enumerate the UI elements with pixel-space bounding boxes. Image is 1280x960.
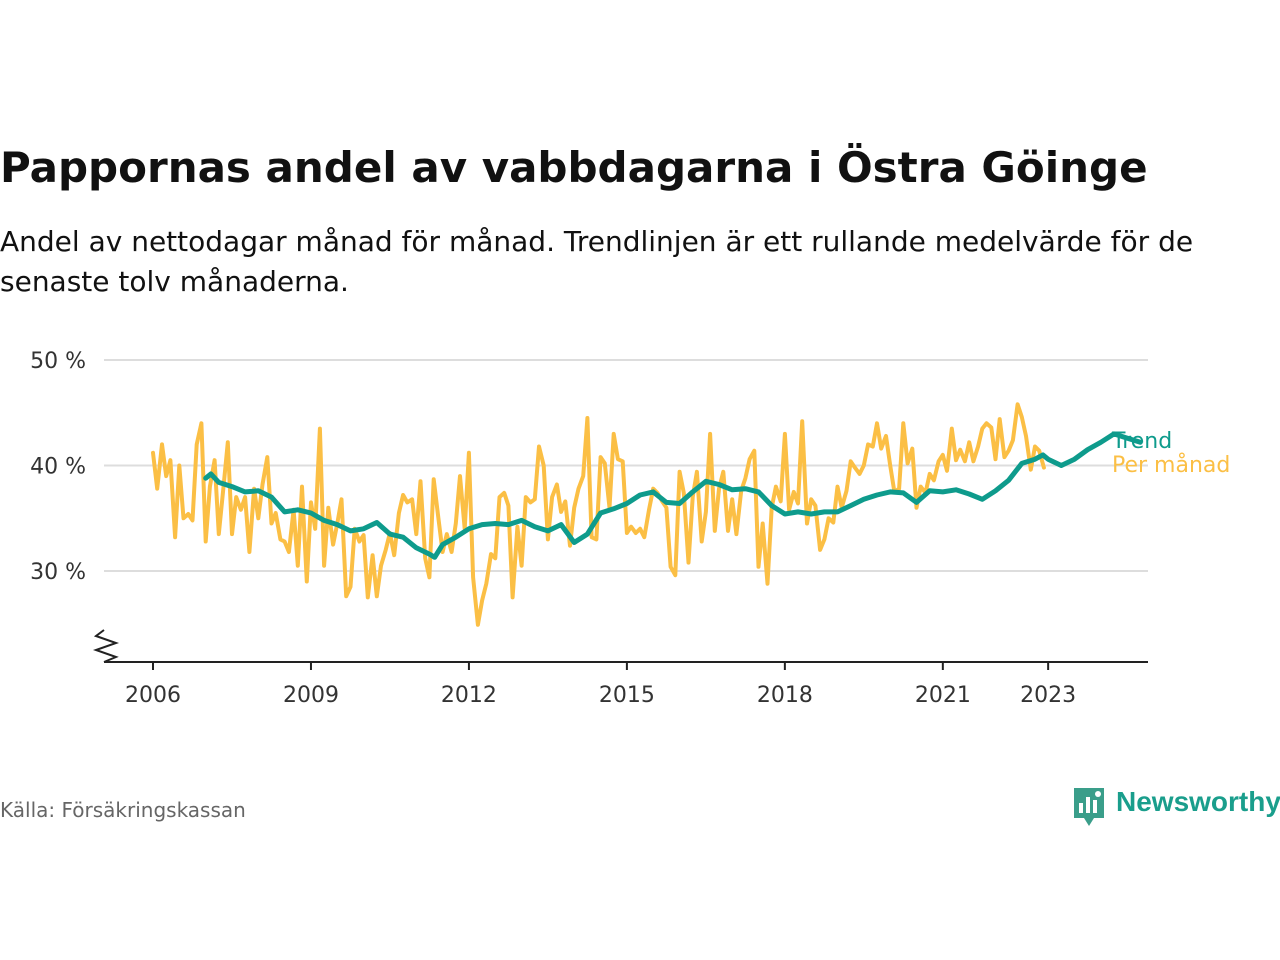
newsworthy-logo-icon	[1074, 788, 1104, 826]
tick-labels: 30 % 40 % 50 % 2006 2009 2012 2015 2018 2021 2023…	[30, 349, 1230, 708]
x-tick-label: 2006	[125, 683, 181, 708]
y-tick-label: 30 %	[30, 560, 86, 585]
chart-subtitle: Andel av nettodagar månad för månad. Tre…	[0, 225, 1194, 298]
x-tick-label: 2015	[599, 683, 655, 708]
gridlines	[104, 359, 1148, 572]
axis-break-marker	[92, 629, 120, 663]
y-tick-label: 50 %	[30, 349, 86, 374]
chart-title: Pappornas andel av vabbdagarna i Östra G…	[0, 143, 1148, 192]
x-tick-label: 2018	[757, 683, 813, 708]
x-tick-label: 2023	[1020, 683, 1076, 708]
newsworthy-logo-text: Newsworthy	[1116, 786, 1280, 817]
x-axis	[92, 629, 1148, 670]
series-lines	[151, 402, 1143, 627]
monthly-series-label: Per månad	[1112, 452, 1230, 478]
x-tick-label: 2009	[283, 683, 339, 708]
y-tick-label: 40 %	[30, 455, 86, 480]
trend-series-label: Trend	[1111, 429, 1172, 454]
newsworthy-brand[interactable]: Newsworthy	[1072, 784, 1280, 828]
source-note: Källa: Försäkringskassan	[0, 798, 246, 822]
trend-line	[203, 431, 1143, 560]
x-tick-label: 2021	[915, 683, 971, 708]
x-tick-label: 2012	[441, 683, 497, 708]
